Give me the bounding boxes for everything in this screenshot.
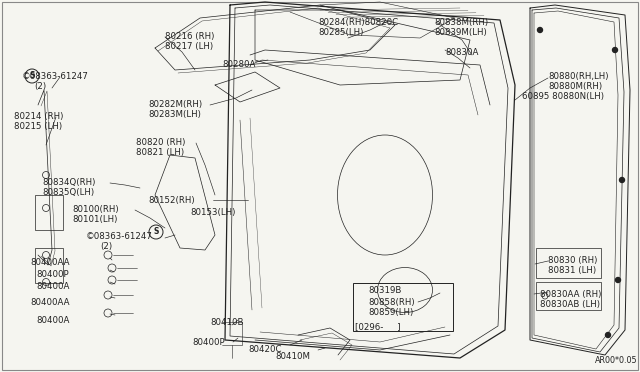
Text: 80400P: 80400P bbox=[192, 338, 225, 347]
Text: 80400AA: 80400AA bbox=[30, 298, 70, 307]
Text: 80880M(RH): 80880M(RH) bbox=[548, 82, 602, 91]
Text: 80420C: 80420C bbox=[248, 345, 282, 354]
Text: 80830A: 80830A bbox=[445, 48, 478, 57]
Text: S: S bbox=[154, 228, 159, 237]
Text: 80400A: 80400A bbox=[36, 282, 69, 291]
Text: 80215 (LH): 80215 (LH) bbox=[14, 122, 62, 131]
Bar bbox=[536, 248, 601, 278]
Text: 80216 (RH): 80216 (RH) bbox=[165, 32, 214, 41]
Text: 80830AB (LH): 80830AB (LH) bbox=[540, 300, 600, 309]
Text: 80217 (LH): 80217 (LH) bbox=[165, 42, 213, 51]
Text: 60895 80880N(LH): 60895 80880N(LH) bbox=[522, 92, 604, 101]
Text: 80400P: 80400P bbox=[36, 270, 68, 279]
Bar bbox=[35, 248, 63, 283]
Text: 80834Q(RH): 80834Q(RH) bbox=[42, 178, 95, 187]
Text: AR00*0.05: AR00*0.05 bbox=[595, 356, 637, 365]
Bar bbox=[536, 282, 601, 310]
Text: 80101(LH): 80101(LH) bbox=[72, 215, 117, 224]
Text: 80400A: 80400A bbox=[36, 316, 69, 325]
Text: 80835Q(LH): 80835Q(LH) bbox=[42, 188, 94, 197]
Circle shape bbox=[620, 177, 625, 183]
Text: 80153(LH): 80153(LH) bbox=[190, 208, 236, 217]
Text: 80214 (RH): 80214 (RH) bbox=[14, 112, 63, 121]
Text: 80410M: 80410M bbox=[275, 352, 310, 361]
Text: (2): (2) bbox=[100, 242, 112, 251]
Circle shape bbox=[538, 28, 543, 32]
Text: ©08363-61247: ©08363-61247 bbox=[86, 232, 153, 241]
Text: 80152(RH): 80152(RH) bbox=[148, 196, 195, 205]
Bar bbox=[353, 283, 453, 331]
Text: 80283M(LH): 80283M(LH) bbox=[148, 110, 201, 119]
Text: 80880(RH,LH): 80880(RH,LH) bbox=[548, 72, 609, 81]
Text: 80839M(LH): 80839M(LH) bbox=[434, 28, 487, 37]
Text: 80282M(RH): 80282M(RH) bbox=[148, 100, 202, 109]
Text: 80821 (LH): 80821 (LH) bbox=[136, 148, 184, 157]
Text: [0296-     ]: [0296- ] bbox=[355, 322, 401, 331]
Text: 80830 (RH): 80830 (RH) bbox=[548, 256, 597, 265]
Text: 80831 (LH): 80831 (LH) bbox=[548, 266, 596, 275]
Text: 80820 (RH): 80820 (RH) bbox=[136, 138, 186, 147]
Text: S: S bbox=[29, 71, 35, 80]
Text: 80838M(RH): 80838M(RH) bbox=[434, 18, 488, 27]
Circle shape bbox=[616, 278, 621, 282]
Text: ©08363-61247: ©08363-61247 bbox=[22, 72, 89, 81]
Circle shape bbox=[612, 48, 618, 52]
Text: 80284(RH)80820C: 80284(RH)80820C bbox=[318, 18, 398, 27]
Text: 80100(RH): 80100(RH) bbox=[72, 205, 118, 214]
Text: 80280A: 80280A bbox=[222, 60, 255, 69]
Circle shape bbox=[605, 333, 611, 337]
Text: 80400AA: 80400AA bbox=[30, 258, 70, 267]
Text: 80830AA (RH): 80830AA (RH) bbox=[540, 290, 602, 299]
Bar bbox=[35, 195, 63, 230]
Text: 80285(LH): 80285(LH) bbox=[318, 28, 364, 37]
Text: (2): (2) bbox=[34, 82, 46, 91]
Text: 80319B: 80319B bbox=[368, 286, 401, 295]
Text: 80858(RH): 80858(RH) bbox=[368, 298, 415, 307]
Text: 80859(LH): 80859(LH) bbox=[368, 308, 413, 317]
Text: 80410B: 80410B bbox=[210, 318, 243, 327]
